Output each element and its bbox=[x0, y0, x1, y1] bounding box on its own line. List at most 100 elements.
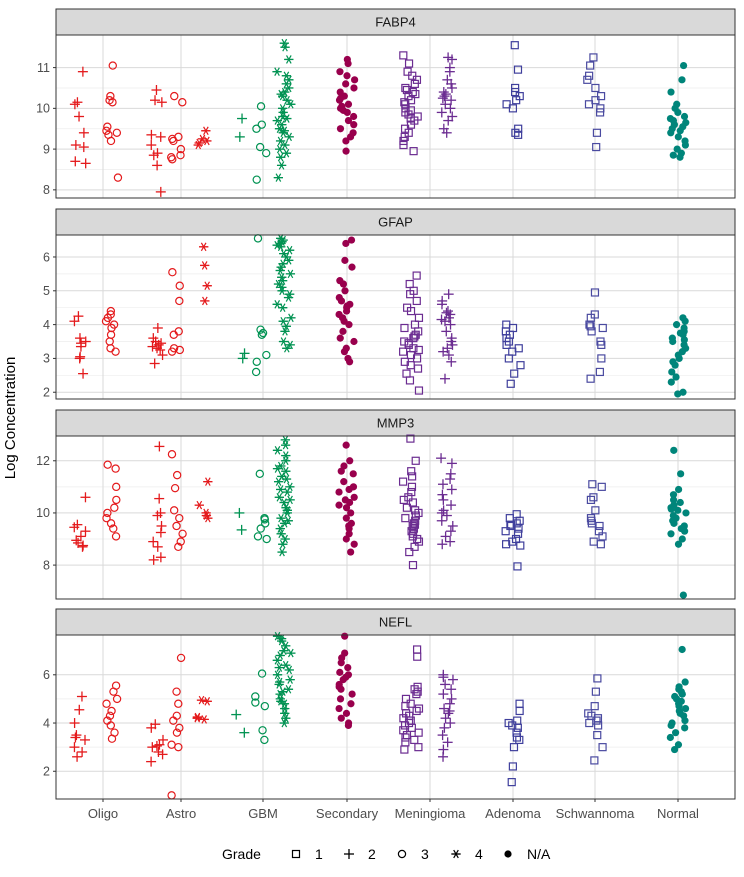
panel-border bbox=[55, 234, 736, 400]
data-point bbox=[341, 632, 349, 640]
data-point bbox=[155, 527, 166, 538]
legend: Grade 1 2 3 4 N/A bbox=[222, 846, 551, 862]
data-point bbox=[78, 368, 89, 379]
data-point bbox=[401, 702, 410, 711]
data-point bbox=[412, 354, 422, 363]
series-adenoma-grade-1 bbox=[501, 510, 525, 571]
data-point bbox=[342, 709, 351, 717]
data-point bbox=[508, 104, 518, 113]
data-point bbox=[103, 122, 112, 131]
data-point bbox=[257, 330, 267, 339]
data-point bbox=[438, 346, 449, 357]
series-schwannoma-grade-1 bbox=[583, 53, 606, 152]
series-astro-grade-2 bbox=[146, 719, 168, 767]
data-point bbox=[277, 547, 287, 557]
data-point bbox=[674, 506, 682, 514]
series-gbm-grade-2 bbox=[234, 113, 248, 142]
data-point bbox=[152, 160, 163, 171]
data-point bbox=[597, 482, 606, 491]
data-point bbox=[286, 648, 296, 658]
data-point bbox=[502, 540, 511, 549]
series-astro-grade-4 bbox=[193, 126, 212, 150]
data-point bbox=[512, 519, 521, 528]
data-point bbox=[400, 745, 409, 754]
facet-title: GFAP bbox=[378, 215, 413, 230]
data-point bbox=[440, 99, 451, 110]
data-point bbox=[409, 519, 418, 528]
data-point bbox=[282, 114, 292, 123]
series-schwannoma-grade-1 bbox=[584, 674, 607, 765]
data-point bbox=[146, 722, 157, 733]
data-point bbox=[109, 687, 118, 696]
data-point bbox=[413, 652, 422, 661]
data-point bbox=[281, 456, 291, 466]
data-point bbox=[674, 390, 682, 398]
data-point bbox=[103, 460, 112, 469]
data-point bbox=[286, 99, 296, 109]
data-point bbox=[506, 521, 515, 531]
data-point bbox=[111, 532, 121, 541]
data-point bbox=[508, 721, 517, 730]
data-point bbox=[174, 699, 183, 708]
facet-panel-fabp4: FABP4 8 9 10 11 bbox=[36, 8, 736, 199]
facet-title: NEFL bbox=[379, 615, 412, 630]
data-point bbox=[80, 492, 91, 503]
series-oligo-grade-2 bbox=[69, 311, 91, 379]
data-point bbox=[175, 281, 184, 290]
data-point bbox=[586, 374, 595, 383]
data-point bbox=[515, 735, 524, 745]
data-point bbox=[335, 683, 343, 691]
data-point bbox=[436, 453, 447, 464]
data-point bbox=[272, 656, 282, 665]
data-point bbox=[72, 97, 83, 108]
data-point bbox=[279, 646, 289, 655]
data-point bbox=[399, 51, 408, 60]
data-point bbox=[148, 150, 159, 161]
data-point bbox=[681, 141, 690, 149]
series-oligo-grade-2 bbox=[69, 492, 91, 552]
data-point bbox=[275, 136, 286, 146]
data-point bbox=[282, 487, 292, 497]
data-point bbox=[273, 173, 283, 182]
data-point bbox=[255, 142, 265, 152]
series-meningioma-grade-2 bbox=[436, 52, 458, 138]
data-point bbox=[274, 663, 284, 672]
data-point bbox=[236, 524, 247, 535]
data-point bbox=[584, 100, 594, 109]
data-point bbox=[346, 133, 355, 141]
data-point bbox=[504, 354, 513, 363]
data-point bbox=[285, 269, 296, 279]
data-point bbox=[406, 306, 416, 316]
data-point bbox=[281, 474, 292, 484]
data-point bbox=[587, 519, 597, 528]
data-point bbox=[506, 379, 515, 388]
data-point bbox=[69, 99, 80, 110]
data-point bbox=[272, 240, 282, 250]
data-point bbox=[256, 102, 266, 111]
facet-panel-mmp3: MMP3 8 10 12 bbox=[36, 409, 736, 600]
data-point bbox=[595, 108, 605, 117]
data-point bbox=[342, 514, 350, 522]
data-point bbox=[172, 728, 182, 737]
data-point bbox=[513, 562, 522, 571]
data-point bbox=[272, 67, 282, 76]
y-tick-label: 5 bbox=[43, 284, 50, 298]
data-point bbox=[106, 306, 116, 316]
data-point bbox=[406, 699, 415, 708]
data-point bbox=[75, 341, 86, 352]
data-point bbox=[344, 721, 353, 730]
data-point bbox=[260, 519, 270, 528]
data-point bbox=[445, 474, 456, 485]
y-tick-label: 6 bbox=[43, 668, 50, 682]
data-point bbox=[341, 287, 349, 295]
series-oligo-grade-2 bbox=[69, 691, 90, 762]
data-point bbox=[167, 450, 177, 459]
data-point bbox=[585, 718, 594, 728]
data-point bbox=[170, 483, 180, 493]
data-point bbox=[674, 540, 683, 548]
data-point bbox=[80, 526, 91, 537]
data-point bbox=[674, 108, 682, 117]
data-point bbox=[201, 126, 211, 136]
data-point bbox=[404, 59, 414, 68]
plot-background bbox=[56, 35, 735, 198]
